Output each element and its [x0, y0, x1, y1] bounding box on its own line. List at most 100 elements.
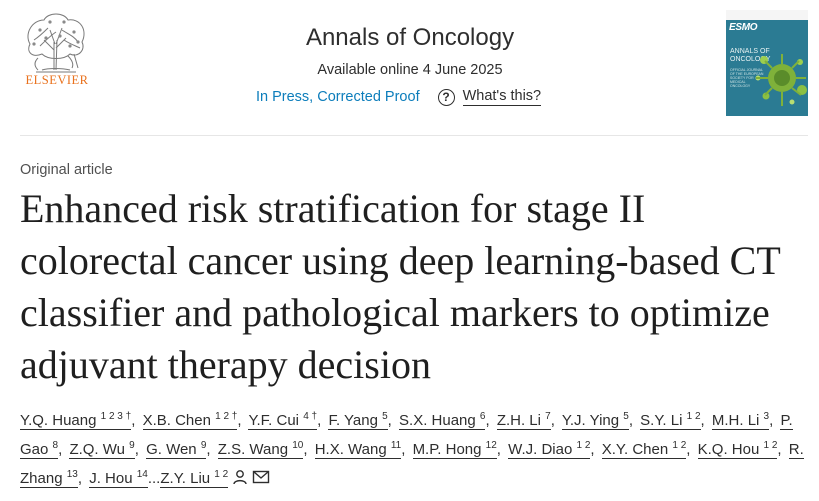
elsevier-tree-logo[interactable] [20, 10, 92, 92]
author-affiliation-marks: 7 [545, 411, 551, 422]
author-name: Z.Y. Liu [160, 470, 211, 487]
author-link[interactable]: Y.J. Ying 5 [561, 411, 629, 430]
author-affiliation-marks: 1 2 [686, 411, 701, 422]
author-separator: , [58, 441, 63, 458]
author-affiliation-marks: 14 [136, 469, 148, 480]
author-affiliation-marks: 12 [485, 440, 497, 451]
author-link[interactable]: Y.F. Cui 4 † [248, 411, 318, 430]
author-name: Y.J. Ying [561, 412, 620, 429]
header: ELSEVIER Annals of Oncology Available on… [0, 0, 819, 136]
article-type-label: Original article [20, 162, 113, 178]
author-name: Z.H. Li [496, 412, 541, 429]
author-affiliation-marks: 5 [623, 411, 629, 422]
author-name: Y.F. Cui [248, 412, 300, 429]
author-separator: , [485, 412, 490, 429]
author-affiliation-marks: 1 2 † [215, 411, 238, 422]
author-link[interactable]: W.J. Diao 1 2 [508, 440, 591, 459]
article-title: Enhanced risk stratification for stage I… [20, 186, 781, 387]
author-separator: , [769, 412, 774, 429]
author-link[interactable]: G. Wen 9 [146, 440, 207, 459]
cover-brand-text: ESMO [729, 22, 758, 33]
author-separator: , [317, 412, 322, 429]
article-status-row: In Press, Corrected Proof ? What's this? [256, 88, 542, 106]
author-name: K.Q. Hou [697, 441, 760, 458]
author-affiliation-marks: 1 2 [672, 440, 687, 451]
author-affiliation-marks: 3 [763, 411, 770, 422]
author-name: W.J. Diao [508, 441, 573, 458]
cover-subtitle: OFFICIAL JOURNAL OF THE EUROPEAN SOCIETY… [730, 68, 764, 88]
journal-cover-thumbnail[interactable]: ESMO ANNALS OF ONCOLOGY OFFICIAL JOURNAL… [726, 10, 808, 116]
person-icon[interactable] [232, 469, 248, 485]
author-separator: , [401, 441, 406, 458]
author-separator: , [303, 441, 308, 458]
header-divider [20, 135, 808, 136]
author-affiliation-marks: 10 [292, 440, 304, 451]
author-name: Y.Q. Huang [20, 412, 97, 429]
author-affiliation-marks: 5 [382, 411, 388, 422]
author-affiliation-marks: 6 [479, 411, 486, 422]
cover-title-line-2: ONCOLOGY [730, 56, 771, 63]
available-online-date: Available online 4 June 2025 [317, 62, 503, 78]
in-press-link[interactable]: In Press, Corrected Proof [256, 89, 420, 105]
author-link[interactable]: M.H. Li 3 [711, 411, 770, 430]
author-separator: , [777, 441, 782, 458]
author-affiliation-marks: 1 2 [576, 440, 591, 451]
author-separator: , [237, 412, 242, 429]
author-separator: , [206, 441, 211, 458]
author-name: S.Y. Li [640, 412, 683, 429]
author-separator: , [700, 412, 705, 429]
author-name: G. Wen [146, 441, 197, 458]
envelope-icon[interactable] [252, 469, 270, 485]
author-link[interactable]: X.Y. Chen 1 2 [601, 440, 687, 459]
author-link[interactable]: J. Hou 14 [89, 470, 148, 488]
cover-illustration-icon [755, 54, 807, 106]
question-circle-icon[interactable]: ? [437, 88, 455, 106]
author-separator: , [628, 412, 633, 429]
author-name: Z.Q. Wu [69, 441, 125, 458]
author-link[interactable]: Z.H. Li 7 [496, 411, 551, 430]
author-link[interactable]: H.X. Wang 11 [314, 441, 402, 459]
author-name: X.B. Chen [142, 412, 211, 429]
author-name: F. Yang [328, 412, 378, 429]
author-affiliation-marks: 1 2 [763, 440, 778, 451]
author-ellipsis: ... [147, 470, 161, 487]
cover-top-band [726, 10, 808, 20]
author-link[interactable]: K.Q. Hou 1 2 [697, 440, 778, 459]
author-name: Z.S. Wang [217, 441, 289, 458]
author-separator: , [387, 412, 392, 429]
whats-this-link[interactable]: What's this? [462, 88, 542, 106]
cover-title-line-1: ANNALS OF [730, 48, 770, 55]
author-link[interactable]: P. Gao 8 [20, 412, 793, 459]
author-separator: , [77, 470, 83, 487]
journal-title-link[interactable]: Annals of Oncology [305, 24, 515, 51]
author-separator: , [131, 412, 136, 429]
author-link[interactable]: Y.Q. Huang 1 2 3 † [20, 412, 132, 430]
author-affiliation-marks: 1 2 [214, 469, 229, 480]
author-affiliation-marks: 13 [66, 469, 78, 480]
author-link[interactable]: Z.S. Wang 10 [217, 440, 304, 459]
author-separator: , [590, 441, 595, 458]
author-name: H.X. Wang [314, 441, 387, 458]
author-name: J. Hou [89, 470, 133, 487]
author-affiliation-marks: 4 † [303, 411, 318, 422]
author-link[interactable]: R. Zhang 13 [20, 441, 804, 488]
author-name: P. Gao [20, 412, 793, 458]
author-link[interactable]: Z.Y. Liu 1 2 [160, 469, 229, 488]
author-separator: , [134, 441, 139, 458]
author-name: X.Y. Chen [601, 441, 669, 458]
author-name: M.H. Li [711, 412, 760, 429]
author-link[interactable]: Z.Q. Wu 9 [69, 441, 135, 459]
author-list: Y.Q. Huang 1 2 3 †, X.B. Chen 1 2 †, Y.F… [20, 406, 810, 493]
author-link[interactable]: F. Yang 5 [328, 411, 388, 430]
author-affiliation-marks: 9 [200, 440, 207, 451]
author-name: S.X. Huang [399, 412, 476, 429]
author-separator: , [496, 441, 501, 458]
author-name: R. Zhang [20, 441, 804, 487]
publisher-name: ELSEVIER [25, 73, 89, 87]
author-link[interactable]: S.Y. Li 1 2 [640, 411, 701, 430]
author-link[interactable]: X.B. Chen 1 2 † [142, 411, 238, 430]
author-separator: , [686, 441, 691, 458]
author-separator: , [550, 412, 555, 429]
author-link[interactable]: S.X. Huang 6 [399, 411, 486, 430]
author-link[interactable]: M.P. Hong 12 [412, 440, 497, 459]
